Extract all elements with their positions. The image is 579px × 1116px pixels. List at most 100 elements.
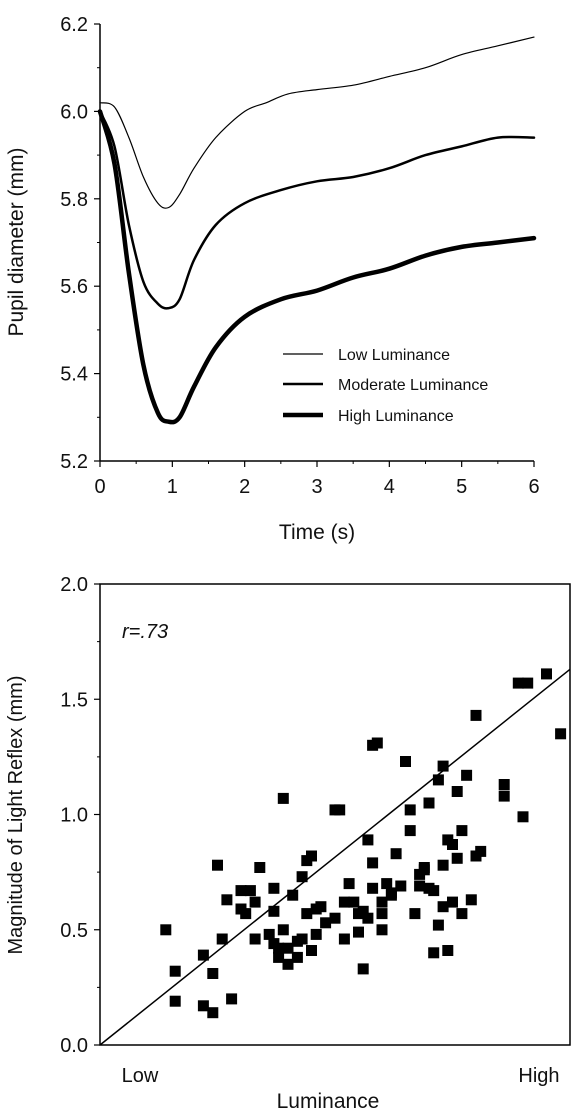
scatter-point bbox=[353, 926, 364, 938]
scatter-point bbox=[475, 845, 487, 857]
scatter-point bbox=[291, 951, 303, 963]
scatter-point bbox=[428, 947, 440, 959]
correlation-annotation: r=.73 bbox=[122, 621, 168, 643]
scatter-point bbox=[207, 1007, 219, 1019]
scatter-point bbox=[216, 933, 228, 945]
scatter-point bbox=[287, 889, 299, 901]
scatter-point bbox=[432, 919, 444, 931]
scatter-point bbox=[451, 852, 463, 864]
scatter-point bbox=[367, 882, 379, 894]
scatter-point bbox=[404, 825, 416, 837]
scatter-point bbox=[240, 908, 252, 920]
scatter-point bbox=[437, 901, 449, 913]
scatter-point bbox=[376, 924, 388, 936]
legend-label-moderate: Moderate Luminance bbox=[338, 377, 488, 394]
scatter-point bbox=[197, 949, 209, 961]
scatter-point bbox=[381, 878, 393, 890]
y-tick-label: 0.5 bbox=[60, 920, 88, 942]
scatter-point bbox=[376, 908, 388, 920]
scatter-point bbox=[470, 709, 482, 721]
scatter-point bbox=[226, 993, 238, 1005]
series-line-high-luminance bbox=[97, 109, 537, 425]
scatter-point bbox=[362, 834, 374, 846]
scatter-point bbox=[423, 797, 435, 809]
scatter-point bbox=[498, 779, 510, 790]
scatter-point bbox=[338, 896, 350, 908]
scatter-point bbox=[338, 933, 350, 945]
scatter-point bbox=[541, 668, 552, 680]
scatter-point bbox=[306, 945, 317, 956]
x-axis-title: Luminance bbox=[277, 1090, 380, 1113]
scatter-point bbox=[456, 908, 468, 920]
scatter-point bbox=[254, 862, 266, 873]
x-tick-label-low: Low bbox=[122, 1065, 159, 1087]
trend-line bbox=[99, 668, 571, 1046]
y-tick-label: 1.5 bbox=[60, 689, 88, 711]
y-tick-label: 6.2 bbox=[60, 14, 88, 36]
scatter-point bbox=[461, 769, 473, 781]
series-line-moderate-luminance bbox=[98, 110, 536, 310]
scatter-point bbox=[465, 894, 477, 906]
scatter-point bbox=[437, 760, 449, 772]
x-tick-label: 6 bbox=[528, 476, 539, 498]
scatter-point bbox=[249, 933, 261, 945]
scatter-point bbox=[320, 917, 332, 929]
scatter-point bbox=[268, 882, 280, 894]
scatter-point bbox=[197, 1000, 209, 1012]
y-tick-label: 6.0 bbox=[60, 101, 88, 123]
y-tick-label: 1.0 bbox=[60, 805, 88, 827]
scatter-point bbox=[512, 677, 524, 689]
scatter-point bbox=[160, 924, 172, 936]
scatter-point bbox=[362, 912, 374, 924]
y-tick-label: 2.0 bbox=[60, 574, 88, 596]
scatter-point bbox=[273, 942, 285, 954]
scatter-point bbox=[414, 880, 426, 892]
scatter-point bbox=[207, 968, 219, 979]
scatter-point bbox=[451, 786, 463, 797]
scatter-point bbox=[296, 933, 308, 945]
scatter-point bbox=[555, 728, 567, 740]
y-tick-label: 0.0 bbox=[60, 1035, 88, 1057]
scatter-point bbox=[221, 894, 233, 906]
scatter-point bbox=[348, 896, 360, 908]
scatter-point bbox=[244, 885, 256, 897]
scatter-point bbox=[409, 908, 421, 920]
legend: Low Luminance Moderate Luminance High Lu… bbox=[283, 347, 488, 425]
y-tick-label: 5.4 bbox=[60, 364, 88, 386]
scatter-point bbox=[329, 912, 341, 924]
scatter-point bbox=[522, 677, 534, 689]
scatter-point bbox=[282, 958, 294, 970]
scatter-point bbox=[169, 965, 181, 977]
scatter-point bbox=[437, 859, 449, 871]
x-tick-label: 1 bbox=[167, 476, 178, 498]
x-tick-label: 0 bbox=[94, 476, 105, 498]
scatter-point bbox=[517, 811, 529, 823]
scatter-point bbox=[301, 908, 313, 920]
light-reflex-scatter-chart: 0.0 0.5 1.0 1.5 2.0 Low High Luminance Magni… bbox=[5, 574, 571, 1113]
scatter-point bbox=[296, 871, 308, 883]
scatter-point bbox=[263, 928, 275, 940]
x-tick-label-high: High bbox=[518, 1065, 559, 1087]
scatter-point bbox=[404, 804, 416, 816]
scatter-point bbox=[456, 825, 468, 837]
scatter-point bbox=[334, 804, 346, 816]
y-axis-title: Pupil diameter (mm) bbox=[5, 147, 28, 336]
y-tick-label: 5.8 bbox=[60, 189, 88, 211]
scatter-point bbox=[310, 928, 322, 940]
scatter-point bbox=[357, 905, 369, 917]
scatter-point bbox=[277, 792, 289, 804]
legend-label-high: High Luminance bbox=[338, 408, 454, 425]
scatter-point bbox=[385, 889, 397, 901]
y-tick-label: 5.2 bbox=[60, 451, 88, 473]
scatter-point bbox=[169, 995, 181, 1007]
scatter-point bbox=[273, 951, 285, 963]
scatter-point bbox=[268, 905, 280, 917]
scatter-point bbox=[442, 945, 454, 956]
scatter-point bbox=[400, 756, 411, 767]
scatter-point bbox=[498, 790, 510, 802]
scatter-point bbox=[315, 901, 327, 913]
scatter-point bbox=[282, 942, 294, 954]
scatter-point bbox=[249, 896, 261, 908]
scatter-point bbox=[376, 896, 388, 908]
